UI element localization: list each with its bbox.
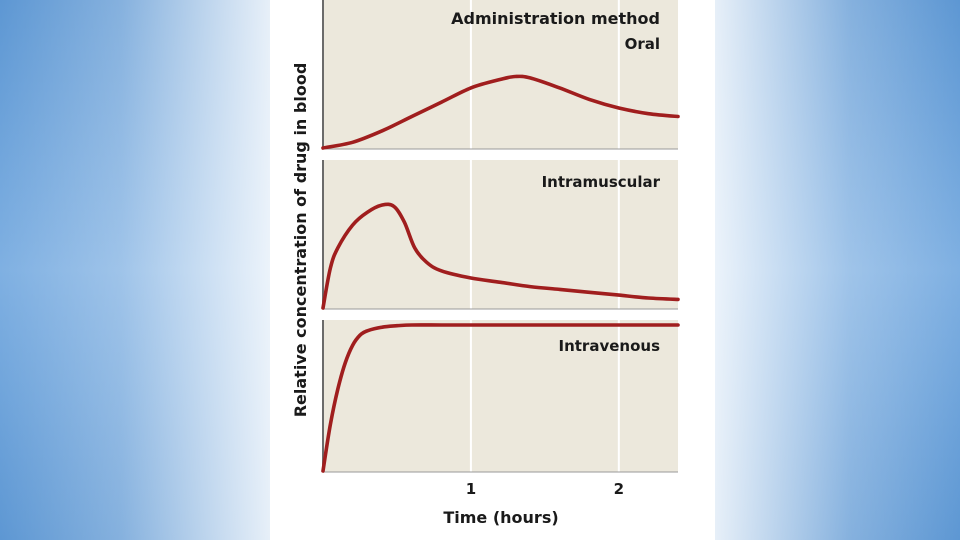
series-line-intravenous: [321, 323, 680, 473]
y-axis-label: Relative concentration of drug in blood: [291, 63, 310, 418]
chart-title: Administration method: [451, 9, 660, 28]
chart-figure: Administration method Time (hours) Relat…: [270, 0, 715, 540]
drug-concentration-chart: Administration method Time (hours) Relat…: [291, 0, 680, 527]
chart-texts: Administration method Time (hours) Relat…: [291, 9, 661, 527]
slide-background-left: [0, 0, 270, 540]
slide-background-right: [715, 0, 960, 540]
series-line-intramuscular: [321, 202, 680, 310]
x-tick-label: 1: [466, 480, 476, 498]
legend-label-intramuscular: Intramuscular: [542, 173, 661, 191]
chart-curves: [321, 74, 680, 473]
legend-label-intravenous: Intravenous: [559, 337, 661, 355]
legend-label-oral: Oral: [625, 35, 660, 53]
x-tick-label: 2: [614, 480, 624, 498]
x-axis-label: Time (hours): [443, 508, 558, 527]
chart-panels: [322, 0, 678, 473]
series-line-oral: [321, 74, 680, 150]
